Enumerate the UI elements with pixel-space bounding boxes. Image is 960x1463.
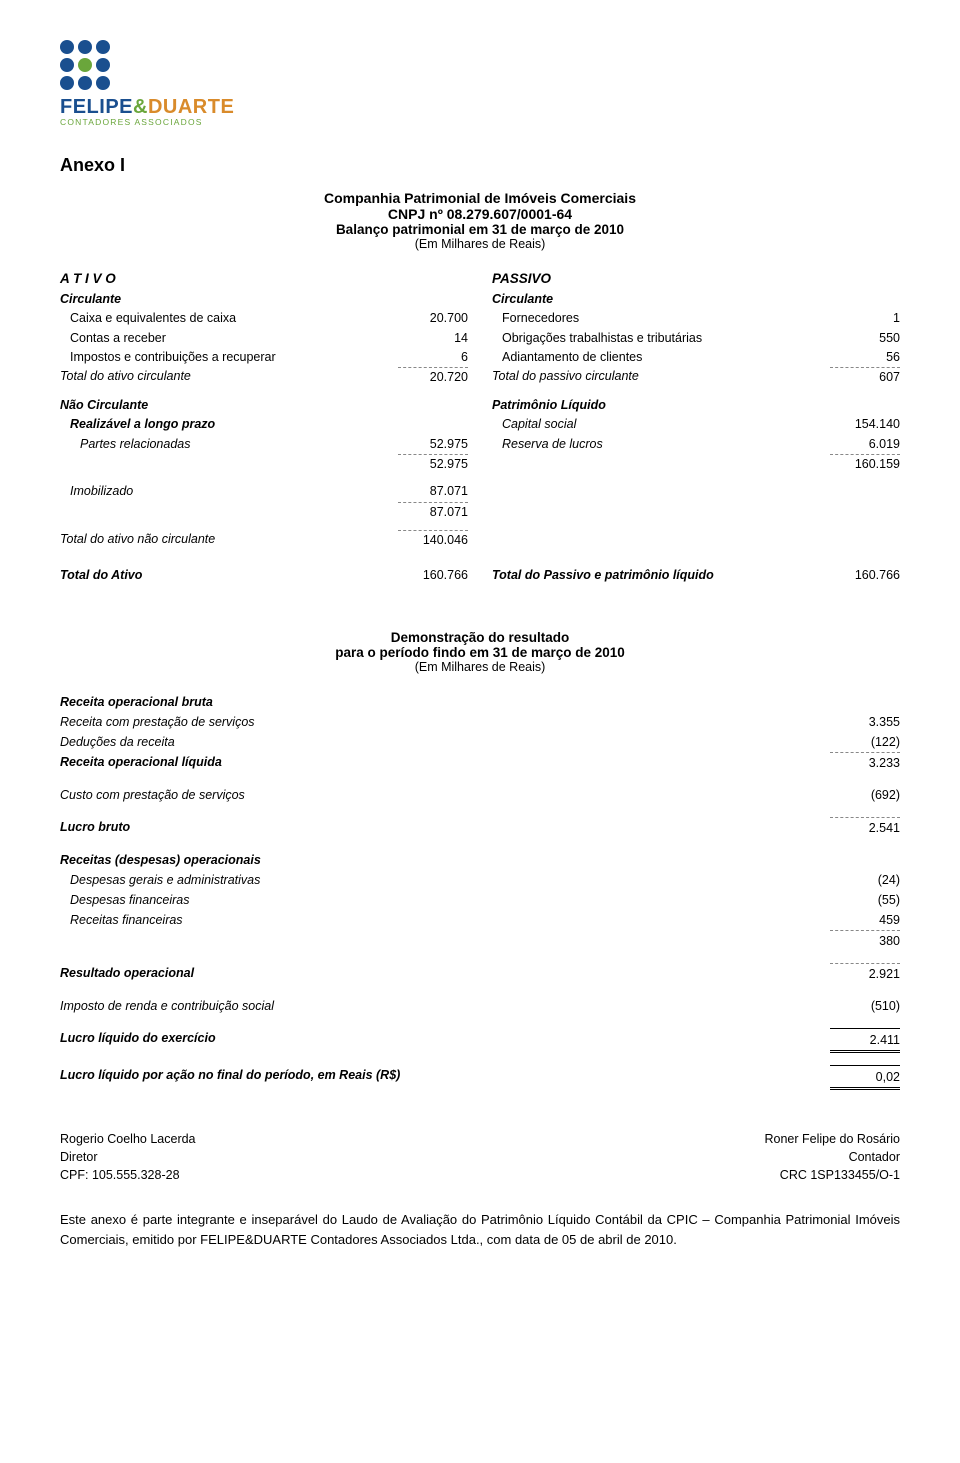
ll-acao-value: 0,02 (830, 1065, 900, 1090)
partes-subtotal: 52.975 (398, 454, 468, 474)
partes-label: Partes relacionadas (60, 435, 374, 454)
realizavel-hdr: Realizável a longo prazo (60, 415, 374, 434)
pl-total: 160.159 (830, 454, 900, 474)
imob-label: Imobilizado (60, 482, 374, 501)
dre-header: Demonstração do resultado para o período… (60, 630, 900, 674)
capital-value: 154.140 (830, 415, 900, 434)
dre-row-value: 459 (830, 910, 900, 930)
logo-dots (60, 40, 900, 90)
anexo-title: Anexo I (60, 155, 900, 176)
passivo-header: PASSIVO (492, 269, 806, 290)
rol-value: 3.233 (830, 752, 900, 773)
passivo-circ-total-value: 607 (830, 367, 900, 387)
bs-row-value: 56 (830, 348, 900, 367)
logo-text-amp: & (133, 96, 148, 118)
balance-unit: (Em Milhares de Reais) (60, 237, 900, 251)
ativo-circ-total-label: Total do ativo circulante (60, 367, 374, 387)
balance-sheet: A T I V O PASSIVO Circulante Circulante … (60, 269, 900, 586)
dre-unit: (Em Milhares de Reais) (60, 660, 900, 674)
dre-row-label: Despesas financeiras (60, 890, 190, 910)
total-ativo-label: Total do Ativo (60, 566, 374, 585)
bs-row-value: 14 (398, 329, 468, 348)
signature-left: Rogerio Coelho Lacerda Diretor CPF: 105.… (60, 1130, 196, 1184)
total-nao-circ-value: 140.046 (398, 530, 468, 550)
pl-hdr: Patrimônio Líquido (492, 396, 806, 415)
sign-name: Rogerio Coelho Lacerda (60, 1130, 196, 1148)
dre-row-label: Receita com prestação de serviços (60, 712, 255, 732)
page: FELIPE&DUARTE CONTADORES ASSOCIADOS Anex… (0, 0, 960, 1309)
dre-title: Demonstração do resultado (60, 630, 900, 645)
dre-row-value: 3.355 (830, 712, 900, 732)
total-nao-circ-label: Total do ativo não circulante (60, 530, 374, 550)
company-cnpj: CNPJ nº 08.279.607/0001-64 (60, 206, 900, 222)
company-name: Companhia Patrimonial de Imóveis Comerci… (60, 190, 900, 206)
rob-hdr: Receita operacional bruta (60, 692, 213, 712)
footer-note: Este anexo é parte integrante e insepará… (60, 1210, 900, 1249)
res-op-value: 2.921 (830, 963, 900, 984)
bs-row-value: 6 (398, 348, 468, 367)
sign-role: Contador (765, 1148, 901, 1166)
logo-text-sub: CONTADORES ASSOCIADOS (60, 117, 900, 127)
dre-row-label: Deduções da receita (60, 732, 175, 752)
bs-row-label: Adiantamento de clientes (492, 348, 806, 367)
logo: FELIPE&DUARTE CONTADORES ASSOCIADOS (60, 40, 900, 127)
bs-row-label: Impostos e contribuições a recuperar (60, 348, 374, 367)
logo-text-pre: FELIPE (60, 96, 133, 118)
logo-text-post: DUARTE (148, 96, 234, 118)
dre-row-label: Receitas financeiras (60, 910, 183, 930)
bs-row-value: 1 (830, 309, 900, 328)
reserva-label: Reserva de lucros (492, 435, 806, 454)
sign-role: Diretor (60, 1148, 196, 1166)
bs-row-label: Obrigações trabalhistas e tributárias (492, 329, 806, 348)
bs-row-label: Contas a receber (60, 329, 374, 348)
header-block: Companhia Patrimonial de Imóveis Comerci… (60, 190, 900, 251)
res-op-label: Resultado operacional (60, 963, 194, 984)
signature-right: Roner Felipe do Rosário Contador CRC 1SP… (765, 1130, 901, 1184)
signatures: Rogerio Coelho Lacerda Diretor CPF: 105.… (60, 1130, 900, 1184)
income-statement: Receita operacional bruta Receita com pr… (60, 692, 900, 1090)
rdo-hdr: Receitas (despesas) operacionais (60, 850, 261, 870)
ir-value: (510) (830, 996, 900, 1016)
total-ativo-value: 160.766 (423, 568, 468, 582)
dre-row-value: (122) (830, 732, 900, 752)
sign-name: Roner Felipe do Rosário (765, 1130, 901, 1148)
ativo-header: A T I V O (60, 269, 374, 290)
ir-label: Imposto de renda e contribuição social (60, 996, 274, 1016)
ll-acao-label: Lucro líquido por ação no final do perío… (60, 1065, 400, 1090)
total-passivo-label: Total do Passivo e patrimônio líquido (492, 566, 806, 585)
sign-doc: CPF: 105.555.328-28 (60, 1166, 196, 1184)
reserva-value: 6.019 (830, 435, 900, 454)
passivo-circ-total-label: Total do passivo circulante (492, 367, 806, 387)
ativo-circ-hdr: Circulante (60, 290, 374, 309)
bs-row-value: 20.700 (398, 309, 468, 328)
custo-label: Custo com prestação de serviços (60, 785, 245, 805)
sign-doc: CRC 1SP133455/O-1 (765, 1166, 901, 1184)
imob-value: 87.071 (398, 482, 468, 501)
ll-value: 2.411 (830, 1028, 900, 1053)
ativo-circ-total-value: 20.720 (398, 367, 468, 387)
rdo-subtotal: 380 (830, 930, 900, 951)
ll-label: Lucro líquido do exercício (60, 1028, 216, 1053)
custo-value: (692) (830, 785, 900, 805)
dre-row-value: (24) (830, 870, 900, 890)
dre-sub: para o período findo em 31 de março de 2… (60, 645, 900, 660)
capital-label: Capital social (492, 415, 806, 434)
dre-row-label: Despesas gerais e administrativas (60, 870, 260, 890)
partes-value: 52.975 (398, 435, 468, 454)
imob-subtotal: 87.071 (398, 502, 468, 522)
lucro-bruto-label: Lucro bruto (60, 817, 130, 838)
rol-label: Receita operacional líquida (60, 752, 222, 773)
passivo-circ-hdr: Circulante (492, 290, 806, 309)
bs-row-label: Caixa e equivalentes de caixa (60, 309, 374, 328)
total-passivo-value: 160.766 (855, 568, 900, 582)
lucro-bruto-value: 2.541 (830, 817, 900, 838)
logo-text-main: FELIPE&DUARTE (60, 96, 900, 119)
balance-title: Balanço patrimonial em 31 de março de 20… (60, 222, 900, 237)
bs-row-label: Fornecedores (492, 309, 806, 328)
nao-circ-hdr: Não Circulante (60, 396, 374, 415)
dre-row-value: (55) (830, 890, 900, 910)
bs-row-value: 550 (830, 329, 900, 348)
